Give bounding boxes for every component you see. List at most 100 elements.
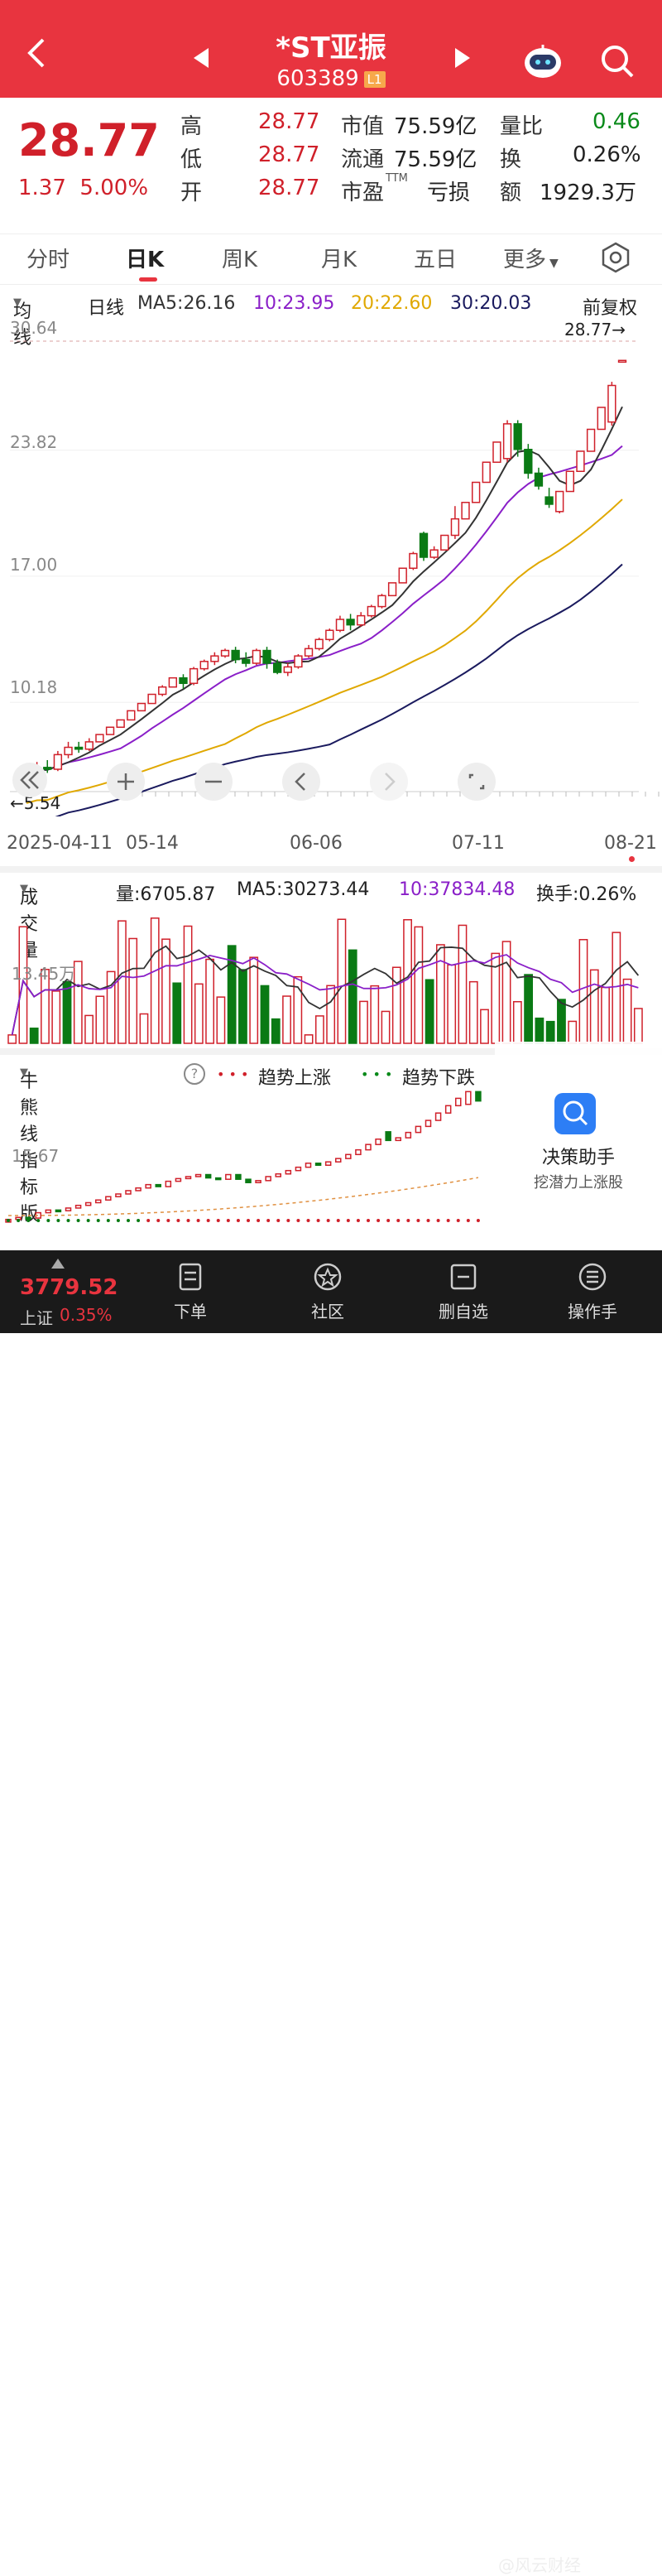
- prev-stock-icon[interactable]: [192, 46, 210, 70]
- tab-monthly-k[interactable]: 月K: [321, 248, 357, 272]
- volume-bar-up: [73, 961, 83, 1044]
- indicator-bar-down: [235, 1173, 242, 1180]
- low-label: 低: [180, 147, 203, 172]
- search-icon[interactable]: [599, 43, 636, 79]
- candle-up: [252, 649, 261, 664]
- quote-panel: 28.77 1.37 5.00% 高 28.77 低 28.77 开 28.77…: [0, 98, 662, 219]
- tab-intraday[interactable]: 分时: [26, 248, 70, 272]
- indicator-bar-up: [415, 1125, 422, 1134]
- menu-circle-icon: [578, 1263, 607, 1291]
- date-tick: 07-11: [452, 833, 505, 854]
- nav-community-label: 社区: [311, 1302, 344, 1322]
- indicator-bar-up: [285, 1169, 292, 1175]
- trend-dot: [86, 1219, 90, 1222]
- trend-dot: [17, 1219, 21, 1222]
- open-label: 开: [180, 181, 203, 205]
- trend-dot: [367, 1219, 370, 1222]
- trend-dot: [7, 1219, 10, 1222]
- volume-bar-down: [29, 1028, 39, 1044]
- remove-watchlist-icon: [450, 1264, 477, 1290]
- settings-hexagon-icon[interactable]: [599, 241, 632, 274]
- nav-remove-watchlist-label: 删自选: [439, 1302, 488, 1322]
- volume-bar-down: [238, 969, 247, 1044]
- zoom-in-icon[interactable]: [106, 762, 146, 802]
- chevron-down-icon: ▼: [549, 257, 559, 270]
- trend-dot: [286, 1219, 290, 1222]
- volume-value: 量:6705.87: [116, 884, 216, 905]
- nav-remove-watchlist[interactable]: 删自选: [422, 1262, 505, 1322]
- trend-dot: [276, 1219, 281, 1222]
- trend-dot: [156, 1219, 161, 1222]
- candle-up: [147, 693, 156, 705]
- tab-five-day[interactable]: 五日: [414, 248, 458, 272]
- candle-down: [544, 496, 554, 505]
- indicator-bar-up: [74, 1204, 82, 1209]
- bull-bear-indicator-chart: [5, 1091, 482, 1223]
- volume-bar-down: [172, 982, 182, 1044]
- trend-dot: [326, 1219, 330, 1222]
- date-tick: 08-21: [604, 833, 657, 854]
- volume-ma10-line: [11, 954, 639, 1036]
- indicator-bar-up: [395, 1137, 401, 1142]
- bottom-nav-bar: 3779.52 上证 0.35% 下单 社区 删自选 操作手 @风云财经: [0, 1250, 662, 2575]
- fullscreen-icon[interactable]: [457, 762, 496, 802]
- candle-up: [409, 552, 418, 569]
- volume-bar-up: [304, 1034, 314, 1044]
- trend-dot: [166, 1219, 170, 1222]
- candle-up: [283, 666, 292, 673]
- nav-operate[interactable]: 操作手: [551, 1262, 634, 1322]
- indicator-bar-down: [215, 1177, 222, 1181]
- candle-up: [314, 638, 324, 650]
- candle-up: [158, 686, 167, 696]
- ai-robot-icon[interactable]: [523, 43, 563, 79]
- adjust-mode[interactable]: 前复权: [583, 298, 638, 319]
- indicator-dropdown-label: 均线: [13, 301, 32, 349]
- change-value: 1.37: [18, 176, 66, 200]
- next-stock-icon[interactable]: [453, 46, 472, 70]
- index-value[interactable]: 3779.52: [20, 1275, 118, 1300]
- indicator-bar-up: [275, 1172, 281, 1177]
- tab-weekly-k[interactable]: 周K: [222, 248, 258, 272]
- stock-name: *ST亚振: [276, 31, 386, 65]
- candle-up: [105, 726, 115, 735]
- scroll-right-icon[interactable]: [369, 762, 409, 802]
- volume-bar-up: [370, 985, 380, 1044]
- volume-bar-up: [337, 918, 347, 1044]
- zoom-out-icon[interactable]: [194, 762, 233, 802]
- pe-value: 亏损: [427, 181, 471, 205]
- indicator-bar-up: [405, 1131, 412, 1139]
- volume-axis-tick: 13.45万: [12, 964, 76, 984]
- trend-dot: [206, 1219, 210, 1222]
- indicator-bar-up: [295, 1166, 302, 1172]
- volume-chart: [7, 917, 643, 1044]
- decision-assistant-card[interactable]: 决策助手 挖潜力上涨股: [495, 1042, 662, 1212]
- indicator-bar-up: [434, 1112, 442, 1121]
- candle-down: [346, 619, 355, 626]
- back-icon[interactable]: [25, 36, 48, 70]
- current-price: 28.77: [18, 114, 160, 166]
- header-bar: *ST亚振 603389 L1: [0, 0, 662, 98]
- trend-dot: [96, 1219, 100, 1222]
- watermark-text: @风云财经: [498, 2555, 581, 2575]
- candle-up: [199, 661, 209, 670]
- candle-up: [335, 619, 345, 632]
- nav-community[interactable]: 社区: [286, 1262, 369, 1322]
- candle-up: [398, 567, 407, 584]
- candle-up: [492, 441, 501, 463]
- volume-bar-up: [139, 1013, 149, 1044]
- min-price-marker: ←5.54: [10, 793, 61, 813]
- nav-order[interactable]: 下单: [149, 1262, 232, 1322]
- tab-daily-k[interactable]: 日K: [126, 248, 165, 272]
- tab-more[interactable]: 更多 ▼: [503, 243, 559, 273]
- order-doc-icon: [179, 1263, 202, 1291]
- candlestick-chart[interactable]: [0, 320, 662, 816]
- volume-bar-up: [601, 986, 610, 1044]
- trend-dot: [456, 1219, 460, 1222]
- rewind-icon[interactable]: [12, 762, 48, 798]
- help-icon[interactable]: ?: [184, 1063, 205, 1085]
- scroll-left-icon[interactable]: [281, 762, 321, 802]
- indicator-bar-up: [175, 1177, 182, 1182]
- trend-dot: [186, 1219, 190, 1222]
- candle-up: [502, 423, 512, 460]
- volume-bar-down: [260, 985, 270, 1044]
